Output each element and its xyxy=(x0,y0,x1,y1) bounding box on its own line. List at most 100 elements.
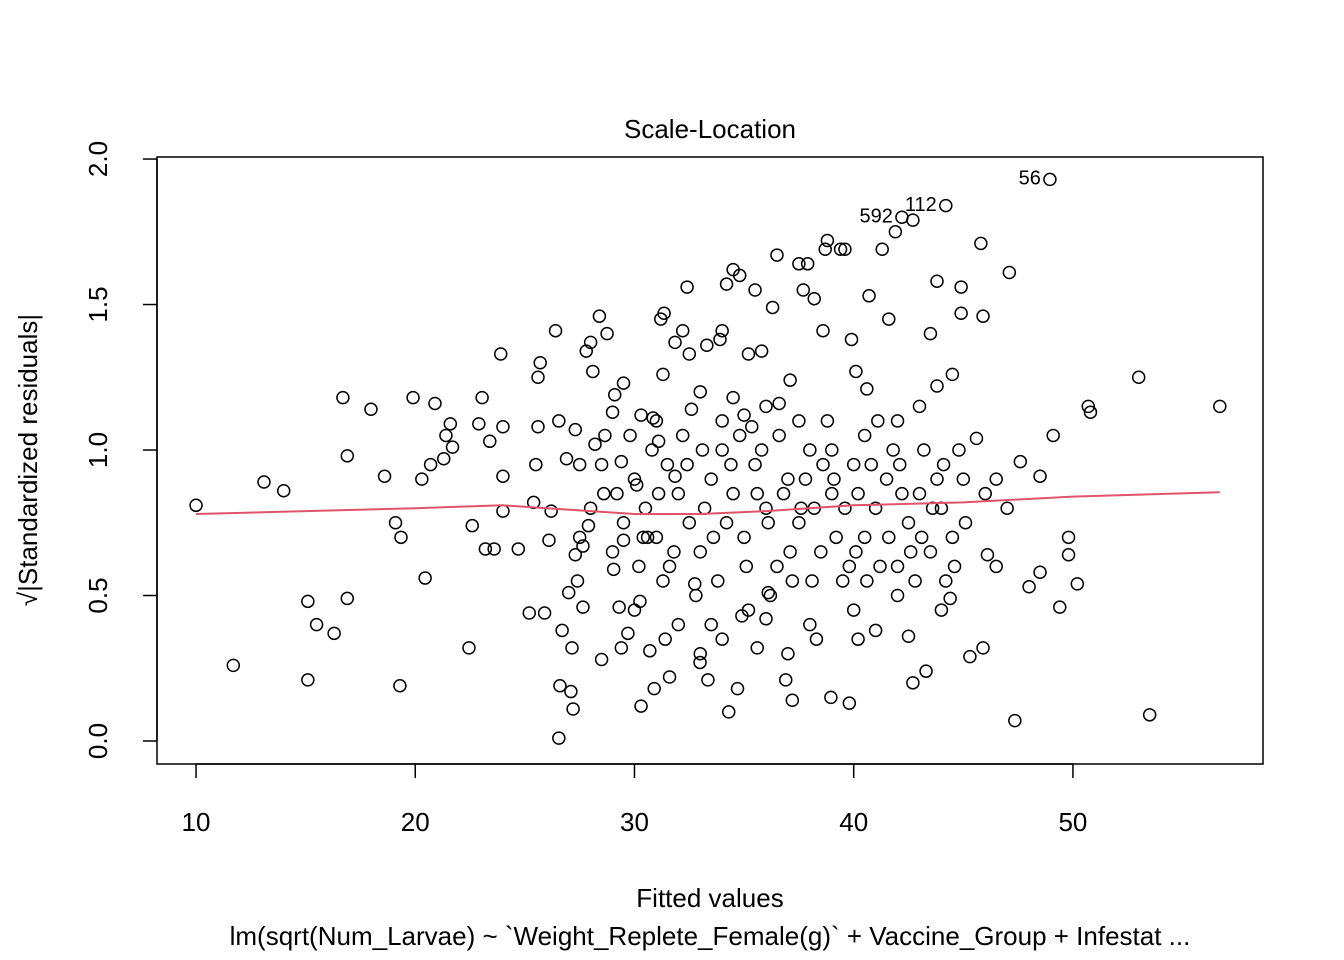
point xyxy=(825,486,839,501)
point xyxy=(583,501,598,515)
point xyxy=(428,396,442,411)
point xyxy=(340,591,355,606)
point xyxy=(693,655,707,670)
point xyxy=(803,617,817,632)
y-tick-label: 0.5 xyxy=(83,577,113,613)
point xyxy=(903,545,918,559)
point xyxy=(879,472,894,486)
point xyxy=(553,678,567,693)
point xyxy=(864,457,878,472)
point xyxy=(989,472,1003,486)
point xyxy=(675,428,690,443)
point xyxy=(888,225,903,239)
point xyxy=(561,585,576,600)
point xyxy=(564,684,578,699)
point xyxy=(1061,530,1076,545)
point xyxy=(930,274,944,289)
point xyxy=(649,414,664,428)
point xyxy=(697,501,712,515)
point xyxy=(301,594,315,609)
y-tick-label: 0.0 xyxy=(83,723,113,759)
point xyxy=(309,617,324,632)
point xyxy=(833,242,848,256)
point xyxy=(632,559,646,574)
point xyxy=(592,309,607,323)
point xyxy=(818,242,832,256)
subtitle: lm(sqrt(Num_Larvae) ~ `Weight_Replete_Fe… xyxy=(230,921,1191,951)
point xyxy=(537,606,552,620)
point xyxy=(656,367,670,382)
point xyxy=(436,452,451,466)
point xyxy=(1142,708,1157,722)
point xyxy=(778,673,793,687)
point xyxy=(943,591,957,606)
point xyxy=(671,617,686,632)
point xyxy=(958,516,973,530)
point xyxy=(976,309,990,323)
point xyxy=(656,574,670,588)
point xyxy=(531,419,545,434)
point xyxy=(393,678,407,693)
point xyxy=(759,399,773,414)
point xyxy=(759,612,773,626)
x-tick-label: 50 xyxy=(1058,807,1087,837)
point xyxy=(711,574,725,588)
x-tick-label: 10 xyxy=(182,807,211,837)
point xyxy=(890,559,905,574)
point xyxy=(301,673,315,687)
point xyxy=(614,454,629,469)
point xyxy=(829,530,843,545)
point xyxy=(919,664,933,678)
point xyxy=(1002,265,1017,280)
point xyxy=(496,419,510,434)
point xyxy=(895,486,909,501)
point xyxy=(388,516,403,530)
point xyxy=(649,530,664,545)
point xyxy=(483,434,497,449)
point xyxy=(737,530,751,545)
y-tick-label: 2.0 xyxy=(83,141,113,177)
point xyxy=(798,472,813,486)
point xyxy=(783,545,797,559)
point xyxy=(800,257,815,271)
point xyxy=(634,408,648,422)
point xyxy=(621,626,635,641)
point xyxy=(882,312,896,326)
point xyxy=(668,335,682,350)
point xyxy=(660,457,675,472)
point xyxy=(844,332,859,347)
point xyxy=(688,577,702,591)
point xyxy=(763,588,778,603)
point xyxy=(693,385,707,399)
point xyxy=(732,428,747,443)
point xyxy=(1131,370,1146,385)
point xyxy=(627,472,642,486)
point xyxy=(914,530,929,545)
point xyxy=(781,646,795,661)
point xyxy=(930,472,944,486)
point xyxy=(923,545,938,559)
point xyxy=(871,414,885,428)
point xyxy=(886,443,900,457)
point xyxy=(594,652,609,667)
point xyxy=(662,559,677,574)
y-axis-label: √|Standardized residuals| xyxy=(13,314,43,606)
point xyxy=(715,443,729,457)
point xyxy=(634,699,648,713)
point xyxy=(721,705,736,719)
point xyxy=(912,399,927,414)
point xyxy=(583,335,598,350)
point xyxy=(552,414,566,428)
point xyxy=(598,428,612,443)
point xyxy=(605,545,620,559)
point xyxy=(980,548,995,562)
point xyxy=(423,457,438,472)
point xyxy=(616,533,631,547)
point xyxy=(695,443,710,457)
point xyxy=(511,542,526,556)
point xyxy=(478,542,493,556)
point xyxy=(930,379,944,393)
point xyxy=(597,486,611,501)
point xyxy=(908,574,922,588)
